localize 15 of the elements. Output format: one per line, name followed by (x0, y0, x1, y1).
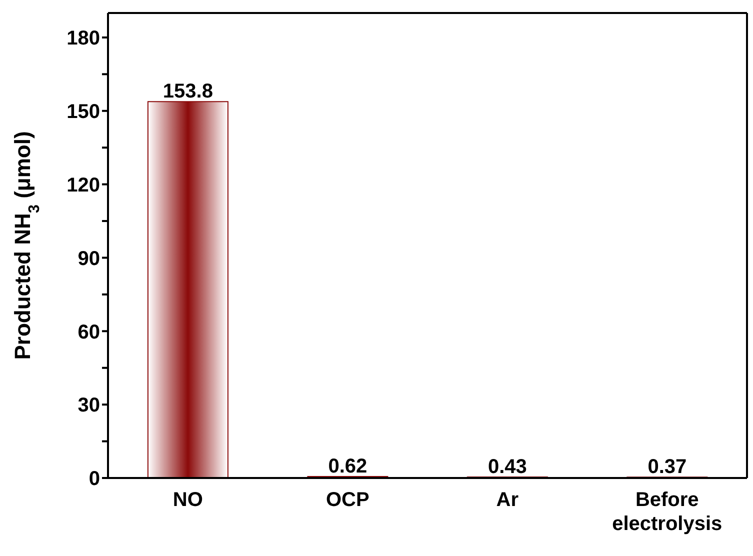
y-tick-label: 150 (66, 100, 100, 123)
y-tick-label: 120 (66, 174, 100, 196)
y-tick-label: 60 (78, 321, 100, 344)
data-label: 0.62 (328, 455, 368, 478)
data-label: 0.43 (488, 456, 527, 478)
data-label: 153.8 (162, 80, 213, 103)
x-tick-label: Ar (496, 489, 519, 511)
y-tick-label: 90 (78, 248, 100, 270)
y-tick-label: 30 (78, 394, 100, 417)
x-tick-label: NO (172, 489, 203, 511)
y-tick-label: 0 (88, 468, 100, 490)
y-tick-label: 180 (66, 28, 100, 50)
x-tick-label: OCP (326, 489, 370, 511)
x-tick-label: Before electrolysis (612, 489, 722, 535)
data-label: 0.37 (648, 456, 687, 478)
